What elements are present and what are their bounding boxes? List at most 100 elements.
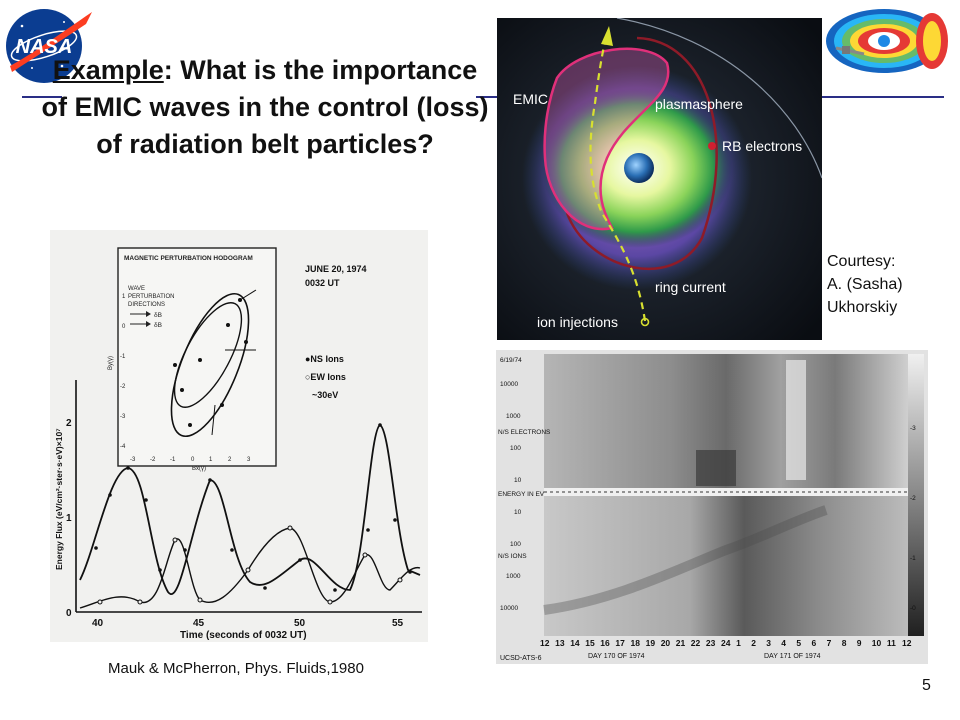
inset-xtick-6: 2	[228, 457, 232, 463]
scale-tick-2: -2	[910, 495, 916, 502]
hour-tick: 18	[631, 638, 641, 648]
label-plasmasphere: plasmasphere	[655, 96, 743, 112]
hour-tick: 11	[887, 638, 896, 648]
hour-tick: 12	[902, 638, 912, 648]
hour-tick: 4	[781, 638, 786, 648]
hour-tick: 7	[827, 638, 832, 648]
hour-tick: 16	[600, 638, 610, 648]
inset-legend-3: DIRECTIONS	[128, 302, 165, 308]
inset-ytick-4: -2	[120, 384, 126, 390]
title-rule-left	[22, 96, 62, 98]
inset-xlabel: Bx(γ)	[192, 466, 206, 472]
hour-tick: 3	[766, 638, 771, 648]
hour-tick: 6	[812, 638, 817, 648]
title-example: Example	[52, 55, 164, 85]
inset-legend-1: WAVE	[128, 286, 145, 292]
slide-title: Example: What is the importance of EMIC …	[40, 52, 490, 163]
hour-tick: 8	[842, 638, 847, 648]
ytick-top-1000: 1000	[506, 413, 521, 420]
title-rest: : What is the importance of EMIC waves i…	[41, 55, 489, 159]
courtesy-credit: Courtesy: A. (Sasha) Ukhorskiy	[827, 250, 903, 319]
inset-ytick-2: 0	[122, 324, 126, 330]
hour-tick: 17	[615, 638, 625, 648]
courtesy-line-2: A. (Sasha)	[827, 276, 903, 293]
ytick-bottom-10: 10	[514, 509, 522, 516]
inset-title: MAGNETIC PERTURBATION HODOGRAM	[124, 255, 253, 262]
ytick-bottom-100: 100	[510, 541, 521, 548]
hour-tick: 14	[570, 638, 580, 648]
nasa-logo-text: NASA	[16, 36, 73, 58]
hour-tick: 2	[751, 638, 756, 648]
figure-date: JUNE 20, 1974	[305, 264, 367, 274]
inset-xtick-3: -1	[170, 457, 176, 463]
scale-tick-4: -0	[910, 605, 916, 612]
courtesy-line-1: Courtesy:	[827, 253, 896, 270]
legend-energy: ~30eV	[312, 390, 338, 400]
hour-tick: 9	[857, 638, 862, 648]
hour-tick: 12	[540, 638, 550, 648]
title-rule-mid	[476, 96, 498, 98]
nasa-logo: NASA	[2, 2, 94, 90]
legend-ns-ions: ●NS Ions	[305, 354, 344, 364]
hour-tick: 22	[691, 638, 701, 648]
ytick-top-10: 10	[514, 477, 522, 484]
hour-tick: 1	[736, 638, 741, 648]
day-label-170: DAY 170 OF 1974	[588, 653, 645, 660]
inset-ytick-3: -1	[120, 354, 126, 360]
hour-tick: 24	[721, 638, 731, 648]
ytick-0: 0	[66, 608, 72, 619]
inset-xtick-1: -3	[130, 457, 136, 463]
hour-tick: 23	[706, 638, 716, 648]
energy-flux-figure: MAGNETIC PERTURBATION HODOGRAM WAVE PERT…	[50, 230, 428, 642]
hour-tick: 15	[585, 638, 595, 648]
inset-xtick-4: 0	[191, 457, 195, 463]
hour-tick: 13	[555, 638, 565, 648]
ions-label: N/S IONS	[498, 553, 527, 560]
ytick-top-10000: 10000	[500, 381, 518, 388]
day-label-171: DAY 171 OF 1974	[764, 653, 821, 660]
inset-xtick-7: 3	[247, 457, 251, 463]
label-emic: EMIC	[513, 91, 548, 107]
radiation-belt-icon	[824, 4, 956, 78]
inset-arrow-label-2: δB	[154, 322, 162, 329]
ytick-bottom-1000: 1000	[506, 573, 521, 580]
inset-ylabel: By(γ)	[108, 356, 114, 370]
spectrogram-source: UCSD-ATS-6	[500, 655, 542, 662]
inset-arrow-label-1: δB	[154, 312, 162, 319]
label-ring-current: ring current	[655, 279, 726, 295]
page-number: 5	[922, 677, 931, 694]
courtesy-line-3: Ukhorskiy	[827, 299, 898, 316]
xtick-45: 45	[193, 618, 205, 629]
ytick-2: 2	[66, 418, 72, 429]
hour-tick: 20	[661, 638, 671, 648]
inset-legend-2: PERTURBATION	[128, 294, 174, 300]
inset-xtick-5: 1	[209, 457, 213, 463]
figure-time: 0032 UT	[305, 278, 340, 288]
inset-xtick-2: -2	[150, 457, 156, 463]
magnetosphere-diagram: EMIC plasmasphere RB electrons ring curr…	[497, 17, 823, 340]
inset-ytick-1: 1	[122, 294, 126, 300]
legend-ew-ions: ○EW Ions	[305, 372, 346, 382]
scale-tick-1: -3	[910, 425, 916, 432]
figure-xlabel: Time (seconds of 0032 UT)	[180, 630, 307, 641]
xtick-50: 50	[294, 618, 306, 629]
title-rule-right	[822, 96, 944, 98]
inset-ytick-5: -3	[120, 414, 126, 420]
scale-tick-3: -1	[910, 555, 916, 562]
ytick-bottom-10000: 10000	[500, 605, 518, 612]
ytick-top-100: 100	[510, 445, 521, 452]
ats6-spectrogram: 6/19/74 10000 1000 100 10 N/S ELECTRONS …	[496, 350, 928, 664]
hour-tick: 5	[796, 638, 801, 648]
electrons-label: N/S ELECTRONS	[498, 429, 551, 436]
ytick-1: 1	[66, 513, 72, 524]
inset-ytick-6: -4	[120, 444, 126, 450]
energy-label: ENERGY IN EV	[498, 491, 545, 498]
xtick-55: 55	[392, 618, 404, 629]
hour-tick: 21	[676, 638, 686, 648]
hour-tick: 10	[872, 638, 882, 648]
figure-citation: Mauk & McPherron, Phys. Fluids,1980	[108, 660, 364, 677]
spectrogram-header: 6/19/74	[500, 357, 522, 364]
hour-tick: 19	[646, 638, 656, 648]
label-ion-injections: ion injections	[537, 314, 618, 330]
figure-ylabel: Energy Flux (eV/cm²·ster·s·eV)×10⁷	[54, 428, 64, 570]
